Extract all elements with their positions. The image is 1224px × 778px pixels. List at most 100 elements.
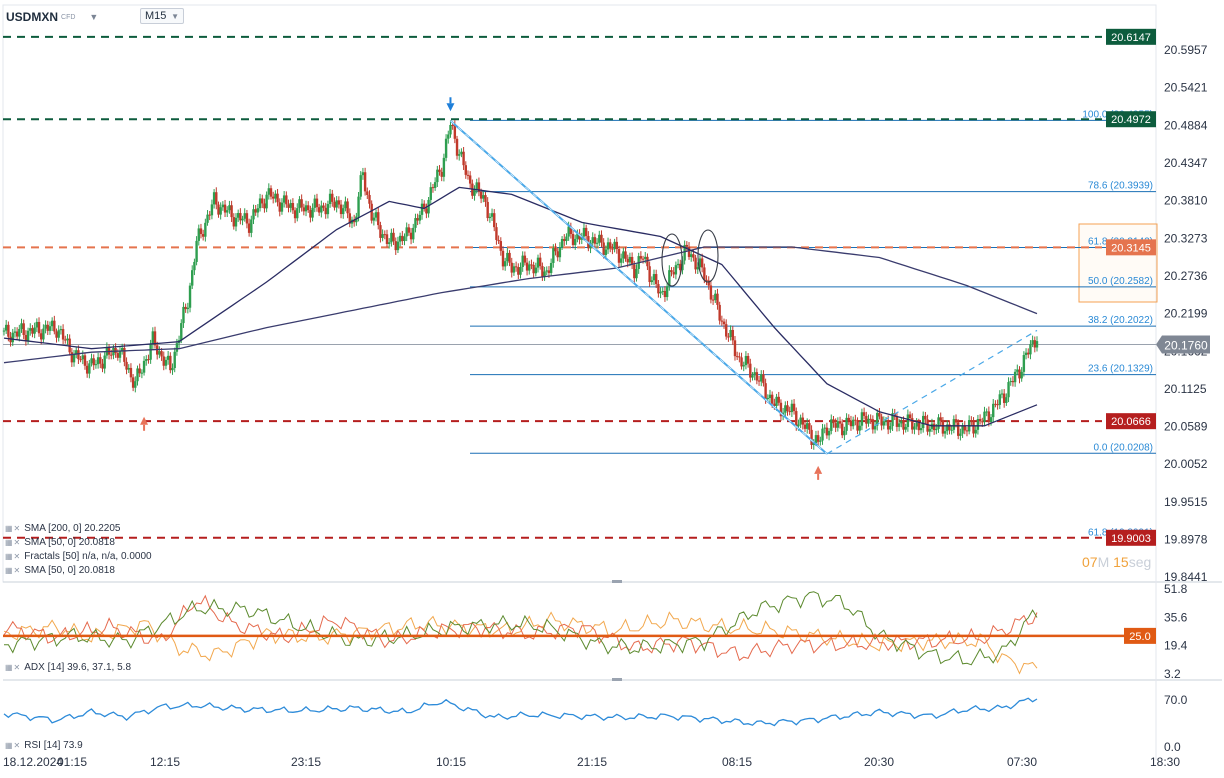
candle-body [33, 327, 36, 334]
sma-200-line[interactable] [3, 246, 1038, 364]
candle-body [983, 411, 986, 423]
candle-body [1022, 355, 1026, 372]
candle-body [440, 171, 443, 177]
fib-level-label: 0.0 (20.0208) [1094, 442, 1154, 453]
symbol-selector[interactable]: USDMXN CFD ▼ [6, 8, 98, 26]
price-line-badge[interactable] [1106, 111, 1156, 128]
countdown-minutes-unit: M [1097, 554, 1110, 570]
legend-rsi[interactable]: ▦✕ RSI [14] 73.9 [5, 740, 83, 751]
legend-adx[interactable]: ▦✕ ADX [14] 39.6, 37.1, 5.8 [5, 662, 131, 673]
annotation-ellipse[interactable] [661, 233, 683, 287]
candle-body [862, 412, 866, 416]
candle-body [716, 293, 719, 305]
candle-body [860, 412, 864, 426]
adx-axis-tick: 35.6 [1164, 610, 1188, 624]
candle-body [42, 328, 45, 340]
legend-sma50-second[interactable]: ▦✕ SMA [50, 0] 20.0818 [5, 565, 115, 576]
candle-body [285, 195, 288, 205]
candle-body [913, 426, 916, 430]
candle-body [464, 165, 467, 175]
candle-body [668, 270, 671, 287]
candle-body [274, 193, 277, 199]
legend-sma200-label: SMA [200, 0] 20.2205 [24, 523, 121, 534]
candle-body [974, 429, 977, 434]
legend-fractals[interactable]: ▦✕ Fractals [50] n/a, n/a, 0.0000 [5, 551, 152, 562]
candle-body [99, 357, 102, 364]
candle-body [635, 268, 638, 279]
candle-body [530, 264, 533, 266]
current-price-badge-label: 20.1760 [1164, 338, 1208, 352]
candle-body [182, 306, 185, 324]
candle-body [184, 306, 187, 310]
settings-close-icon[interactable]: ▦✕ [5, 524, 22, 533]
candle-body [823, 427, 826, 429]
price-line-badge-label: 20.3145 [1111, 242, 1151, 254]
candle-body [304, 205, 308, 212]
candle-body [836, 421, 840, 428]
candle-body [468, 175, 472, 184]
price-line-badge[interactable] [1106, 239, 1156, 256]
candle-body [578, 233, 581, 240]
candle-body [110, 354, 113, 356]
current-price-badge [1156, 335, 1210, 354]
candle-body [657, 284, 660, 294]
candle-body [987, 411, 991, 423]
price-line-badge[interactable] [1106, 529, 1156, 546]
settings-close-icon[interactable]: ▦✕ [5, 538, 22, 547]
time-axis-label: 18.12.2024 [3, 755, 63, 769]
candle-body [129, 367, 133, 378]
adx-minus-di-line[interactable] [3, 611, 1038, 675]
candle-body [1007, 382, 1010, 398]
candle-body [385, 234, 389, 244]
adx-line[interactable] [4, 591, 1038, 666]
candle-body [256, 208, 260, 213]
candle-body [11, 332, 14, 343]
settings-close-icon[interactable]: ▦✕ [5, 663, 22, 672]
settings-close-icon[interactable]: ▦✕ [5, 566, 22, 575]
candle-body [495, 227, 498, 240]
settings-close-icon[interactable]: ▦✕ [5, 741, 22, 750]
candle-countdown: 07M 15seg [1082, 554, 1151, 570]
candle-body [521, 255, 524, 267]
candle-body [212, 192, 216, 205]
panel-resize-handle[interactable] [612, 580, 622, 583]
legend-sma50[interactable]: ▦✕ SMA [50, 0] 20.0818 [5, 537, 115, 548]
candle-body [552, 248, 555, 263]
rsi-line[interactable] [3, 697, 1038, 727]
candle-body [114, 348, 117, 354]
candle-body [941, 420, 945, 434]
candle-body [484, 195, 487, 202]
adx-axis-tick: 51.8 [1164, 582, 1188, 596]
candle-body [814, 435, 818, 444]
price-line-badge[interactable] [1106, 413, 1156, 430]
legend-rsi-label: RSI [14] 73.9 [24, 740, 83, 751]
panel-resize-handle[interactable] [612, 678, 622, 681]
legend-sma200[interactable]: ▦✕ SMA [200, 0] 20.2205 [5, 523, 120, 534]
countdown-seconds: 15 [1113, 554, 1129, 570]
candle-body [195, 240, 198, 262]
sma-50-line[interactable] [3, 186, 1038, 427]
candle-body [725, 324, 728, 337]
price-tick-label: 20.3810 [1164, 194, 1208, 208]
adx-plus-di-line[interactable] [3, 594, 1038, 662]
annotation-ellipse[interactable] [697, 229, 719, 283]
candle-body [714, 293, 717, 301]
chevron-down-icon[interactable]: ▼ [89, 12, 99, 22]
candle-body [232, 217, 235, 227]
adx-level-badge [1124, 627, 1156, 644]
timeframe-selector[interactable]: M15 ▼ [140, 8, 184, 24]
trend-line-projection[interactable] [826, 329, 1038, 455]
time-axis-label: 18:30 [1150, 755, 1180, 769]
candle-body [193, 261, 196, 271]
candle-body [361, 172, 365, 176]
candle-body [773, 403, 776, 406]
price-tick-label: 19.8441 [1164, 570, 1208, 584]
price-tick-label: 19.8978 [1164, 533, 1208, 547]
settings-close-icon[interactable]: ▦✕ [5, 552, 22, 561]
candle-body [431, 187, 435, 189]
candle-body [368, 194, 371, 204]
candle-body [571, 233, 575, 245]
chevron-down-icon[interactable]: ▼ [171, 11, 179, 21]
price-line-badge[interactable] [1106, 28, 1156, 45]
